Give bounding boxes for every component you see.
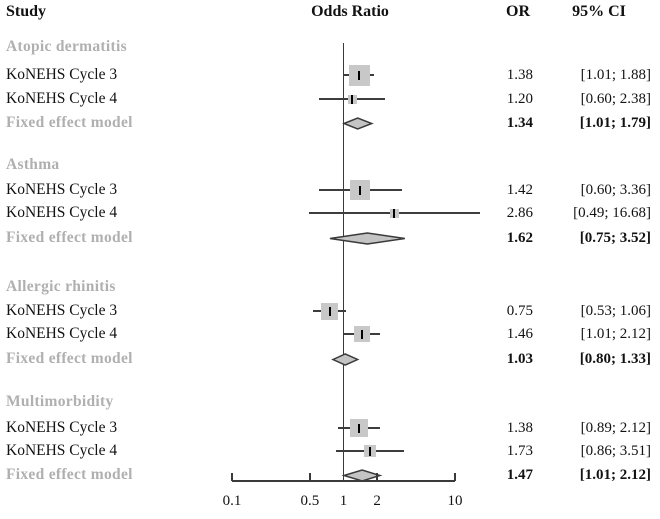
x-axis-tick-label: 1: [339, 493, 348, 509]
summary-or-value: 1.03: [506, 351, 533, 367]
group-label: Atopic dermatitis: [6, 38, 127, 55]
x-axis-tick-label: 0.1: [222, 493, 242, 509]
x-axis-tick: [454, 473, 456, 481]
x-axis-tick: [231, 473, 233, 481]
study-or-value: 1.73: [506, 443, 533, 459]
summary-diamond: [341, 116, 374, 130]
column-header-odds-ratio: Odds Ratio: [311, 3, 389, 20]
x-axis-tick: [309, 473, 311, 481]
study-label: KoNEHS Cycle 3: [6, 181, 118, 198]
summary-label: Fixed effect model: [6, 114, 133, 131]
study-point-tick: [359, 185, 362, 195]
study-label: KoNEHS Cycle 3: [6, 302, 118, 319]
summary-or-value: 1.34: [506, 115, 533, 131]
x-axis-tick-label: 0.5: [300, 493, 320, 509]
study-or-value: 0.75: [506, 303, 533, 319]
group-label: Allergic rhinitis: [6, 278, 116, 295]
reference-line: [342, 43, 345, 482]
study-label: KoNEHS Cycle 4: [6, 204, 118, 221]
study-ci-value: [0.53; 1.06]: [580, 303, 651, 319]
column-header-ci: 95% CI: [572, 3, 626, 20]
study-ci-value: [1.01; 2.12]: [580, 326, 651, 342]
group-label: Asthma: [6, 156, 60, 173]
study-or-value: 1.38: [506, 67, 533, 83]
study-label: KoNEHS Cycle 3: [6, 66, 118, 83]
summary-label: Fixed effect model: [6, 350, 133, 367]
summary-ci-value: [0.80; 1.33]: [579, 351, 651, 367]
study-ci-value: [0.86; 3.51]: [580, 443, 651, 459]
column-header-or: OR: [506, 3, 530, 20]
summary-or-value: 1.47: [506, 467, 533, 483]
summary-diamond: [329, 231, 405, 245]
x-axis-tick: [376, 473, 378, 481]
study-point-tick: [358, 70, 361, 80]
summary-ci-value: [0.75; 3.52]: [579, 230, 651, 246]
study-label: KoNEHS Cycle 4: [6, 90, 118, 107]
study-point-tick: [351, 94, 354, 104]
summary-or-value: 1.62: [506, 230, 533, 246]
study-ci-value: [0.60; 2.38]: [580, 91, 651, 107]
x-axis-tick-label: 10: [447, 493, 463, 509]
group-label: Multimorbidity: [6, 393, 114, 410]
summary-diamond: [341, 468, 383, 482]
study-ci-value: [0.49; 16.68]: [573, 205, 651, 221]
column-header-study: Study: [6, 3, 47, 20]
study-or-value: 2.86: [506, 205, 533, 221]
study-label: KoNEHS Cycle 4: [6, 325, 118, 342]
study-or-value: 1.42: [506, 182, 533, 198]
study-or-value: 1.46: [506, 326, 533, 342]
summary-ci-value: [1.01; 1.79]: [579, 115, 651, 131]
study-point-tick: [393, 208, 396, 218]
study-point-tick: [328, 306, 331, 316]
study-or-value: 1.38: [506, 420, 533, 436]
study-ci-value: [0.60; 3.36]: [580, 182, 651, 198]
x-axis-tick: [342, 473, 345, 481]
study-or-value: 1.20: [506, 91, 533, 107]
study-point-tick: [358, 423, 361, 433]
summary-label: Fixed effect model: [6, 466, 133, 483]
study-label: KoNEHS Cycle 4: [6, 442, 118, 459]
study-label: KoNEHS Cycle 3: [6, 419, 118, 436]
summary-label: Fixed effect model: [6, 229, 133, 246]
study-ci-value: [1.01; 1.88]: [580, 67, 651, 83]
study-point-tick: [369, 446, 372, 456]
x-axis-tick-label: 2: [373, 493, 381, 509]
study-point-tick: [360, 329, 363, 339]
study-ci-value: [0.89; 2.12]: [580, 420, 651, 436]
summary-diamond: [330, 352, 360, 366]
summary-ci-value: [1.01; 2.12]: [579, 467, 651, 483]
